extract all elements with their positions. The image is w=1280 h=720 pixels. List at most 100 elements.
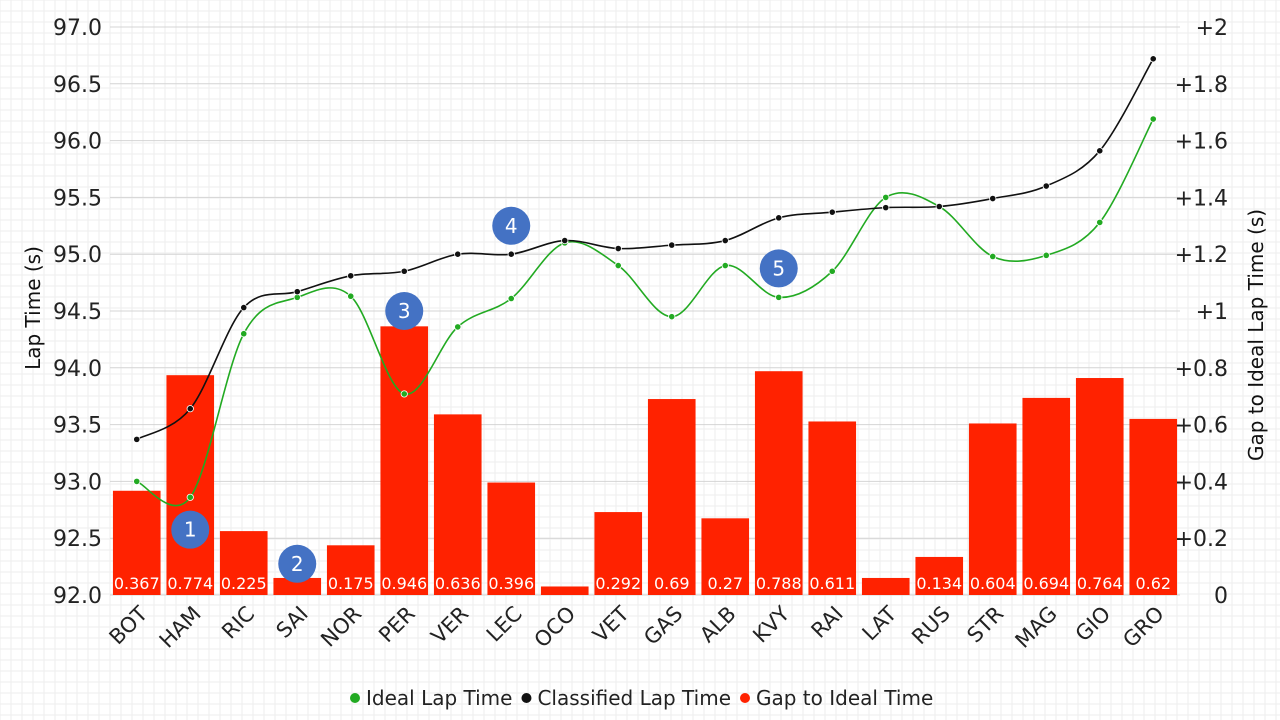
category-label: LAT bbox=[858, 601, 902, 645]
left-tick-label: 92.5 bbox=[53, 527, 102, 552]
series-point bbox=[347, 292, 355, 300]
gap-bar-value: 0.774 bbox=[167, 574, 213, 593]
series-point bbox=[882, 204, 890, 212]
right-tick-label: +1.4 bbox=[1175, 186, 1228, 211]
gap-bar bbox=[326, 545, 375, 595]
series-point bbox=[347, 272, 355, 280]
legend-swatch bbox=[350, 693, 360, 703]
annotation-number: 5 bbox=[772, 256, 785, 280]
series-point bbox=[989, 252, 997, 261]
gap-bar-value: 0.764 bbox=[1077, 574, 1123, 593]
series-point bbox=[775, 293, 783, 301]
major-grid bbox=[110, 26, 1180, 596]
left-tick-label: 93.5 bbox=[53, 414, 102, 439]
legend-label: Classified Lap Time bbox=[537, 686, 731, 710]
category-label: PER bbox=[374, 602, 420, 648]
legend-label: Gap to Ideal Time bbox=[756, 686, 933, 710]
category-label: BOT bbox=[105, 601, 153, 649]
gap-bar-value: 0.636 bbox=[435, 574, 481, 593]
right-tick-label: +0.8 bbox=[1175, 357, 1228, 382]
series-point bbox=[935, 202, 943, 211]
gap-bar bbox=[968, 423, 1017, 595]
series-point bbox=[775, 214, 783, 222]
gap-bar bbox=[1022, 397, 1071, 595]
left-tick-label: 92.0 bbox=[53, 584, 102, 609]
series-point bbox=[882, 193, 890, 201]
series-point bbox=[721, 236, 729, 245]
gap-bars bbox=[112, 326, 1178, 595]
right-tick-label: +0.4 bbox=[1175, 470, 1228, 495]
series-point bbox=[1149, 55, 1157, 63]
category-label: GIO bbox=[1071, 602, 1116, 647]
gap-bar bbox=[861, 577, 910, 595]
gap-bar bbox=[540, 586, 589, 595]
right-tick-label: +0.6 bbox=[1175, 414, 1228, 439]
gap-bar bbox=[701, 518, 750, 595]
left-axis-title: Lap Time (s) bbox=[21, 246, 45, 370]
gap-bar-value: 0.367 bbox=[114, 574, 160, 593]
category-label: ALB bbox=[695, 602, 741, 648]
series-point bbox=[828, 267, 836, 275]
category-label: SAI bbox=[272, 602, 313, 643]
series-point bbox=[989, 194, 997, 203]
legend: Ideal Lap Time Classified Lap Time Gap to … bbox=[350, 686, 933, 710]
left-tick-label: 94.0 bbox=[53, 357, 102, 382]
gap-bar-value: 0.69 bbox=[654, 574, 690, 593]
series-point bbox=[614, 261, 622, 270]
gap-bar-labels: 0.367 0.774 0.225 0.175 0.946 0.636 0.396 0.292… bbox=[114, 574, 1171, 593]
gap-bar-value: 0.27 bbox=[707, 574, 743, 593]
series-point bbox=[1042, 182, 1050, 190]
series-point bbox=[507, 294, 515, 303]
series-point bbox=[561, 236, 569, 245]
gap-bar-value: 0.225 bbox=[221, 574, 267, 593]
annotation-marker bbox=[385, 292, 424, 330]
legend-label: Ideal Lap Time bbox=[366, 686, 512, 710]
gap-bar-value: 0.788 bbox=[756, 574, 802, 593]
series-point bbox=[293, 288, 301, 296]
gap-bar-value: 0.175 bbox=[328, 574, 374, 593]
series-point bbox=[828, 208, 836, 216]
right-axis-ticks: 0 +0.2 +0.4 +0.6 +0.8 +1 +1.2 +1.4 +1.6 +1.8 +2 bbox=[1175, 16, 1228, 609]
gap-bar bbox=[1129, 418, 1178, 595]
annotation-number: 4 bbox=[505, 214, 518, 238]
series-point bbox=[240, 330, 248, 338]
category-label: RAI bbox=[807, 602, 848, 643]
left-tick-label: 94.5 bbox=[53, 300, 102, 325]
annotation-markers: 1 2 3 4 5 bbox=[171, 206, 798, 583]
gap-bar-value: 0.946 bbox=[381, 574, 427, 593]
series-point bbox=[507, 250, 515, 258]
series-point bbox=[1042, 251, 1050, 259]
annotation-marker bbox=[759, 249, 798, 288]
category-label: KVY bbox=[748, 601, 794, 647]
annotation-marker bbox=[278, 544, 317, 583]
left-axis-ticks: 92.0 92.5 93.0 93.5 94.0 94.5 95.0 95.5 96.0 96.5… bbox=[53, 16, 102, 609]
annotation-number: 1 bbox=[184, 518, 197, 542]
legend-swatch bbox=[521, 693, 532, 703]
category-label: LEC bbox=[482, 602, 527, 647]
right-axis-title: Gap to Ideal Lap Time (s) bbox=[1244, 209, 1268, 461]
category-label: VER bbox=[426, 602, 473, 649]
gap-bar bbox=[915, 556, 964, 595]
series-point bbox=[668, 241, 676, 249]
category-label: GAS bbox=[639, 602, 687, 650]
right-tick-label: +1.2 bbox=[1175, 243, 1228, 268]
right-tick-label: +2 bbox=[1196, 16, 1228, 41]
legend-swatch bbox=[740, 693, 750, 703]
right-tick-label: 0 bbox=[1214, 584, 1228, 609]
series-point bbox=[240, 303, 248, 312]
series-point bbox=[454, 323, 462, 331]
gap-bar bbox=[647, 399, 696, 595]
annotation-marker bbox=[171, 510, 210, 549]
gap-bar bbox=[433, 414, 482, 595]
gap-bar-value: 0.604 bbox=[970, 574, 1016, 593]
gap-bar-value: 0.292 bbox=[595, 574, 641, 593]
annotation-number: 3 bbox=[398, 299, 411, 323]
series-point bbox=[133, 435, 141, 443]
category-label: RUS bbox=[907, 602, 955, 650]
series-point bbox=[186, 405, 194, 413]
gap-bar bbox=[594, 512, 643, 595]
right-tick-label: +0.2 bbox=[1175, 527, 1228, 552]
